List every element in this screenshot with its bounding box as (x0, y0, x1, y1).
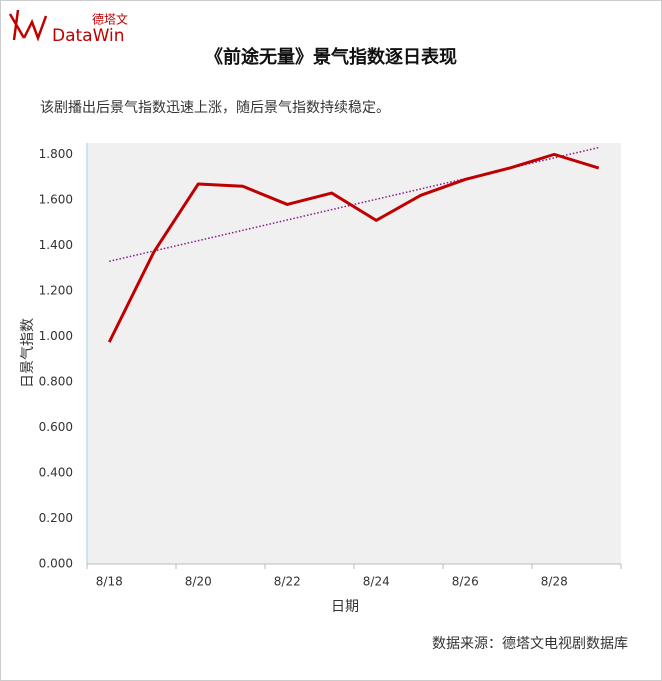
subtitle: 该剧播出后景气指数迅速上涨，随后景气指数持续稳定。 (40, 99, 390, 116)
logo-name: DataWin (52, 26, 125, 46)
y-tick-label: 0.800 (39, 374, 73, 388)
x-axis-label: 日期 (331, 599, 359, 615)
logo-cn: 德塔文 (92, 12, 128, 27)
x-tick-label: 8/18 (96, 575, 123, 589)
y-axis-label: 日景气指数 (20, 318, 36, 388)
source: 数据来源：德塔文电视剧数据库 (432, 636, 628, 652)
x-tick-label: 8/22 (274, 575, 301, 589)
y-tick-label: 0.000 (39, 557, 73, 571)
y-tick-label: 1.600 (39, 192, 73, 206)
plot-area (87, 143, 621, 564)
x-tick-label: 8/28 (541, 575, 568, 589)
y-tick-label: 1.400 (39, 238, 73, 252)
y-tick-label: 1.000 (39, 329, 73, 343)
y-tick-label: 1.200 (39, 283, 73, 297)
logo-icon (8, 9, 48, 42)
data-line (107, 152, 600, 343)
x-tick-label: 8/24 (363, 575, 390, 589)
x-tick-label: 8/26 (452, 575, 479, 589)
y-tick-label: 1.800 (39, 147, 73, 161)
y-tick-label: 0.400 (39, 465, 73, 479)
x-tick-label: 8/20 (185, 575, 212, 589)
y-tick-label: 0.200 (39, 511, 73, 525)
y-tick-label: 0.600 (39, 420, 73, 434)
chart-title: 《前途无量》景气指数逐日表现 (205, 46, 457, 68)
